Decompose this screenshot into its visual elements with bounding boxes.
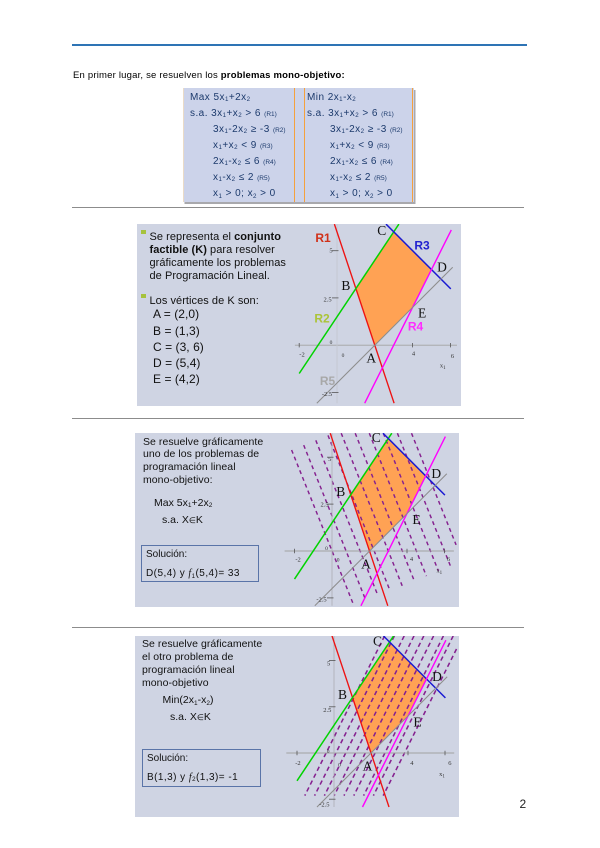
svg-text:R5: R5 [319, 374, 335, 388]
svg-text:-2: -2 [295, 760, 300, 767]
svg-text:6: 6 [448, 760, 452, 767]
svg-text:2.5: 2.5 [323, 297, 331, 304]
svg-text:0: 0 [326, 749, 329, 755]
svg-text:-2: -2 [295, 557, 300, 564]
svg-text:2.5: 2.5 [323, 707, 331, 714]
svg-text:B: B [341, 278, 350, 293]
svg-text:0: 0 [325, 546, 328, 552]
svg-text:6: 6 [450, 353, 454, 360]
svg-text:x1: x1 [439, 363, 445, 372]
svg-text:E: E [417, 306, 425, 321]
svg-text:A: A [361, 556, 371, 571]
svg-text:5: 5 [329, 248, 332, 255]
svg-text:6: 6 [446, 556, 450, 563]
svg-text:-2: -2 [299, 352, 304, 359]
svg-text:R4: R4 [407, 320, 423, 334]
svg-text:D: D [432, 669, 442, 684]
svg-text:-2.5: -2.5 [319, 801, 329, 808]
svg-text:x1: x1 [439, 771, 445, 780]
svg-text:E: E [412, 512, 420, 527]
svg-text:0: 0 [341, 353, 344, 359]
svg-text:C: C [371, 433, 380, 445]
svg-text:0: 0 [329, 340, 332, 346]
svg-text:5: 5 [326, 660, 329, 667]
svg-text:0: 0 [338, 762, 341, 768]
svg-text:D: D [431, 466, 441, 481]
svg-text:0: 0 [336, 558, 339, 564]
svg-text:R2: R2 [314, 312, 330, 326]
svg-text:R3: R3 [414, 239, 430, 253]
svg-text:4: 4 [410, 760, 414, 767]
svg-text:-2.5: -2.5 [321, 391, 331, 398]
svg-text:C: C [372, 636, 381, 648]
svg-text:C: C [377, 224, 386, 238]
svg-text:5: 5 [328, 456, 331, 463]
svg-text:2.5: 2.5 [320, 501, 328, 508]
svg-text:4: 4 [409, 556, 413, 563]
svg-text:B: B [337, 687, 346, 702]
svg-text:R1: R1 [315, 231, 331, 245]
svg-text:E: E [413, 714, 421, 729]
svg-text:A: A [362, 758, 372, 773]
svg-text:x1: x1 [436, 567, 442, 576]
svg-text:A: A [366, 351, 376, 366]
svg-text:D: D [437, 260, 447, 275]
svg-text:B: B [336, 484, 345, 499]
svg-text:-2.5: -2.5 [316, 596, 326, 603]
svg-text:4: 4 [411, 351, 415, 358]
